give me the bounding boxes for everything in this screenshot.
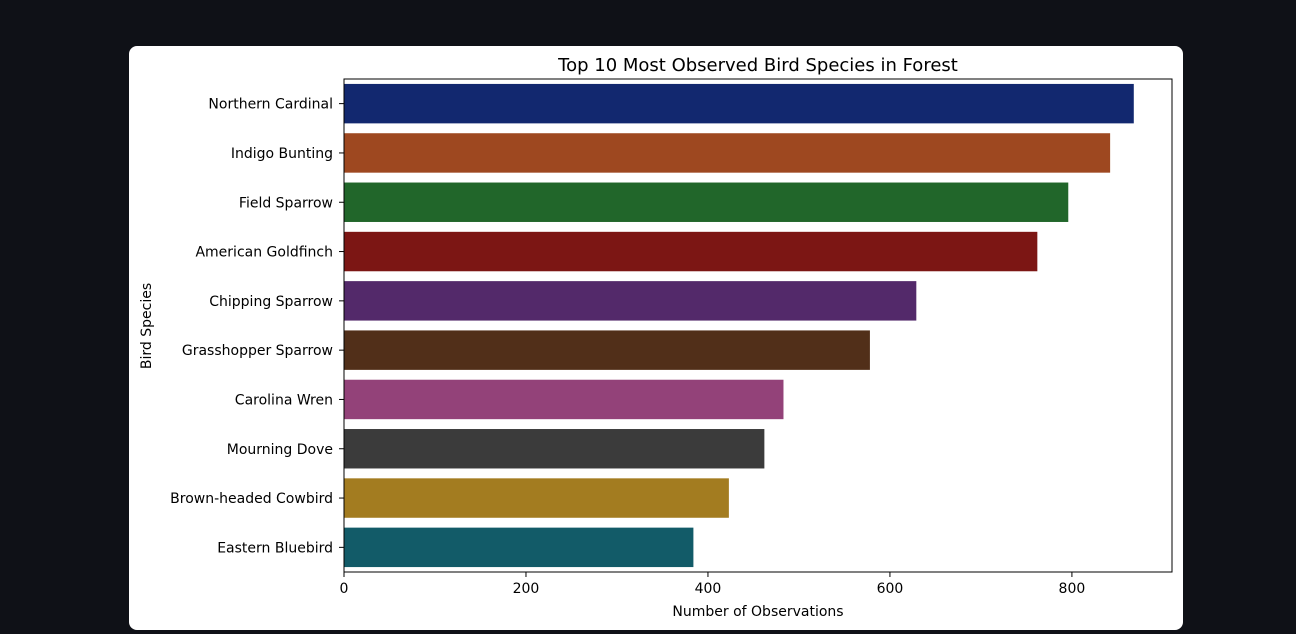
bar bbox=[344, 379, 784, 420]
bar bbox=[344, 429, 765, 469]
y-tick-label: Indigo Bunting bbox=[231, 146, 333, 162]
chart-title: Top 10 Most Observed Bird Species in For… bbox=[557, 55, 958, 76]
y-tick-label: Brown-headed Cowbird bbox=[170, 491, 333, 507]
y-tick-label: Carolina Wren bbox=[235, 392, 333, 408]
y-tick-labels: Northern Cardinal Indigo Bunting Field Spa… bbox=[170, 97, 344, 556]
bars-group bbox=[344, 83, 1134, 568]
x-tick-label: 800 bbox=[1059, 581, 1086, 597]
y-axis-label: Bird Species bbox=[139, 283, 155, 369]
bar bbox=[344, 83, 1134, 124]
y-tick-label: Chipping Sparrow bbox=[209, 294, 333, 310]
bar bbox=[344, 281, 917, 321]
y-tick-label: Northern Cardinal bbox=[208, 97, 333, 113]
bar bbox=[344, 330, 870, 370]
x-ticks: 0 200 400 600 800 bbox=[340, 572, 1086, 597]
bar bbox=[344, 182, 1069, 222]
x-tick-label: 0 bbox=[340, 581, 349, 597]
y-tick-label: Field Sparrow bbox=[239, 195, 333, 211]
bar bbox=[344, 133, 1111, 173]
x-tick-label: 600 bbox=[877, 581, 904, 597]
x-tick-label: 400 bbox=[695, 581, 722, 597]
y-tick-label: Mourning Dove bbox=[227, 442, 333, 458]
x-tick-label: 200 bbox=[513, 581, 540, 597]
bar bbox=[344, 231, 1038, 272]
chart-card: Top 10 Most Observed Bird Species in For… bbox=[129, 46, 1183, 630]
y-tick-label: American Goldfinch bbox=[195, 245, 333, 261]
y-tick-label: Eastern Bluebird bbox=[217, 540, 333, 556]
plot-frame bbox=[343, 78, 1173, 573]
bar bbox=[344, 478, 729, 518]
y-tick-label: Grasshopper Sparrow bbox=[182, 343, 333, 359]
bar-chart: Top 10 Most Observed Bird Species in For… bbox=[139, 55, 1173, 620]
x-axis-label: Number of Observations bbox=[672, 604, 843, 620]
bar bbox=[344, 527, 694, 568]
